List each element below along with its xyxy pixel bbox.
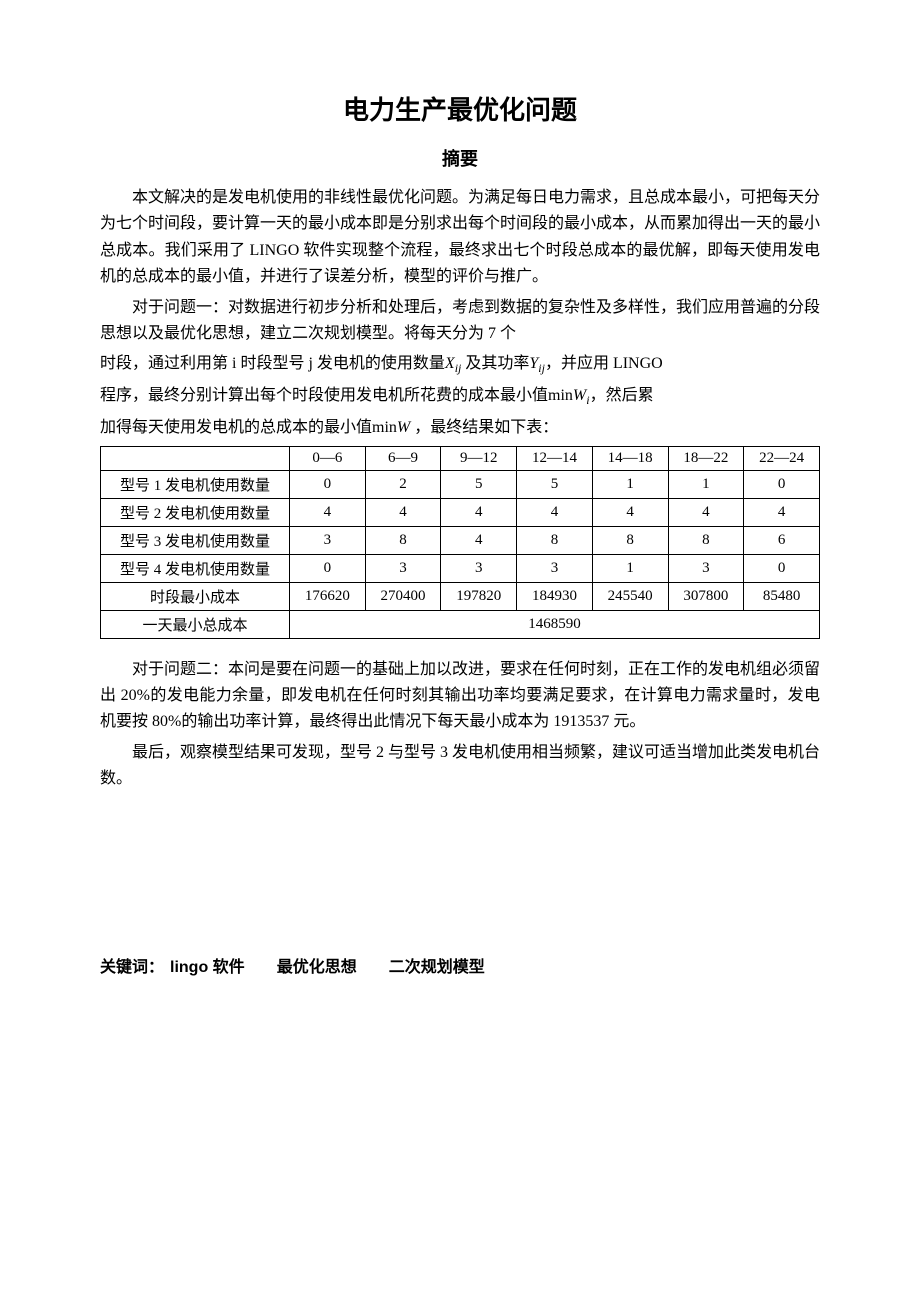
table-row-label: 时段最小成本 bbox=[101, 582, 290, 610]
table-cell: 4 bbox=[592, 498, 668, 526]
symbol-y: Y bbox=[529, 355, 538, 372]
para-q2b: 最后，观察模型结果可发现，型号 2 与型号 3 发电机使用相当频繁，建议可适当增… bbox=[100, 740, 820, 793]
table-header-cell: 18—22 bbox=[668, 446, 744, 470]
keywords-label: 关键词： bbox=[100, 959, 164, 976]
table-cell: 5 bbox=[517, 470, 593, 498]
text: ，并应用 LINGO bbox=[545, 355, 663, 372]
table-cell: 0 bbox=[290, 470, 366, 498]
table-cell: 8 bbox=[668, 526, 744, 554]
results-table: 0—6 6—9 9—12 12—14 14—18 18—22 22—24 型号 … bbox=[100, 446, 820, 639]
table-cell: 3 bbox=[517, 554, 593, 582]
para-q1b: 时段，通过利用第 i 时段型号 j 发电机的使用数量Xij 及其功率Yij，并应… bbox=[100, 351, 820, 379]
para-q1c: 程序，最终分别计算出每个时段使用发电机所花费的成本最小值minWi，然后累 bbox=[100, 383, 820, 411]
table-cell: 197820 bbox=[441, 582, 517, 610]
para-q2a: 对于问题二：本问是要在问题一的基础上加以改进，要求在任何时刻，正在工作的发电机组… bbox=[100, 657, 820, 736]
table-cell: 4 bbox=[290, 498, 366, 526]
table-header-cell: 0—6 bbox=[290, 446, 366, 470]
table-cell: 3 bbox=[365, 554, 441, 582]
table-cell: 3 bbox=[668, 554, 744, 582]
table-cell: 5 bbox=[441, 470, 517, 498]
table-row-label: 型号 2 发电机使用数量 bbox=[101, 498, 290, 526]
table-cell: 8 bbox=[517, 526, 593, 554]
symbol-w: W bbox=[397, 419, 410, 436]
table-header-cell: 9—12 bbox=[441, 446, 517, 470]
page-title: 电力生产最优化问题 bbox=[100, 90, 820, 127]
table-row: 型号 2 发电机使用数量 4 4 4 4 4 4 4 bbox=[101, 498, 820, 526]
symbol-x: X bbox=[445, 355, 455, 372]
table-total-value: 1468590 bbox=[290, 610, 820, 638]
table-total-label: 一天最小总成本 bbox=[101, 610, 290, 638]
para-intro: 本文解决的是发电机使用的非线性最优化问题。为满足每日电力需求，且总成本最小，可把… bbox=[100, 185, 820, 291]
subscript-ij: ij bbox=[538, 362, 545, 376]
table-cell: 8 bbox=[365, 526, 441, 554]
table-row-label: 型号 3 发电机使用数量 bbox=[101, 526, 290, 554]
table-row: 型号 3 发电机使用数量 3 8 4 8 8 8 6 bbox=[101, 526, 820, 554]
table-row-label: 型号 1 发电机使用数量 bbox=[101, 470, 290, 498]
table-cell: 0 bbox=[290, 554, 366, 582]
table-cell: 184930 bbox=[517, 582, 593, 610]
table-cell: 3 bbox=[290, 526, 366, 554]
table-cell: 2 bbox=[365, 470, 441, 498]
table-cell: 4 bbox=[365, 498, 441, 526]
keyword-item: 最优化思想 bbox=[277, 953, 357, 977]
text: 程序，最终分别计算出每个时段使用发电机所花费的成本最小值 bbox=[100, 387, 548, 404]
keyword-item: lingo 软件 bbox=[170, 953, 245, 977]
table-total-row: 一天最小总成本 1468590 bbox=[101, 610, 820, 638]
symbol-min: min bbox=[372, 419, 397, 436]
table-cell: 4 bbox=[668, 498, 744, 526]
symbol-w: W bbox=[573, 387, 586, 404]
table-cell: 4 bbox=[517, 498, 593, 526]
text: ，然后累 bbox=[590, 387, 654, 404]
table-row: 型号 4 发电机使用数量 0 3 3 3 1 3 0 bbox=[101, 554, 820, 582]
table-header-row: 0—6 6—9 9—12 12—14 14—18 18—22 22—24 bbox=[101, 446, 820, 470]
table-row-label: 型号 4 发电机使用数量 bbox=[101, 554, 290, 582]
abstract-heading: 摘要 bbox=[100, 145, 820, 171]
table-header-cell: 22—24 bbox=[744, 446, 820, 470]
table-header-cell: 6—9 bbox=[365, 446, 441, 470]
para-q1d: 加得每天使用发电机的总成本的最小值minW ，最终结果如下表： bbox=[100, 415, 820, 441]
table-cell: 0 bbox=[744, 554, 820, 582]
table-cell: 3 bbox=[441, 554, 517, 582]
keyword-item: 二次规划模型 bbox=[389, 953, 485, 977]
table-cell: 6 bbox=[744, 526, 820, 554]
table-cell: 245540 bbox=[592, 582, 668, 610]
symbol-min: min bbox=[548, 387, 573, 404]
text: 加得每天使用发电机的总成本的最小值 bbox=[100, 419, 372, 436]
table-row: 时段最小成本 176620 270400 197820 184930 24554… bbox=[101, 582, 820, 610]
table-cell: 1 bbox=[592, 554, 668, 582]
table-cell: 0 bbox=[744, 470, 820, 498]
table-cell: 307800 bbox=[668, 582, 744, 610]
table-cell: 1 bbox=[592, 470, 668, 498]
document-page: 电力生产最优化问题 摘要 本文解决的是发电机使用的非线性最优化问题。为满足每日电… bbox=[0, 0, 920, 1302]
text: 及其功率 bbox=[461, 355, 529, 372]
table-row: 型号 1 发电机使用数量 0 2 5 5 1 1 0 bbox=[101, 470, 820, 498]
table-cell: 270400 bbox=[365, 582, 441, 610]
table-header-cell: 12—14 bbox=[517, 446, 593, 470]
para-q1a: 对于问题一：对数据进行初步分析和处理后，考虑到数据的复杂性及多样性，我们应用普遍… bbox=[100, 295, 820, 348]
table-cell: 4 bbox=[744, 498, 820, 526]
table-cell: 1 bbox=[668, 470, 744, 498]
table-cell: 176620 bbox=[290, 582, 366, 610]
table-cell: 85480 bbox=[744, 582, 820, 610]
table-header-cell: 14—18 bbox=[592, 446, 668, 470]
table-cell: 4 bbox=[441, 526, 517, 554]
table-cell: 4 bbox=[441, 498, 517, 526]
keywords-line: 关键词： lingo 软件 最优化思想 二次规划模型 bbox=[100, 953, 820, 977]
table-header-cell bbox=[101, 446, 290, 470]
text: ，最终结果如下表： bbox=[410, 419, 558, 436]
table-cell: 8 bbox=[592, 526, 668, 554]
text: 时段，通过利用第 i 时段型号 j 发电机的使用数量 bbox=[100, 355, 445, 372]
